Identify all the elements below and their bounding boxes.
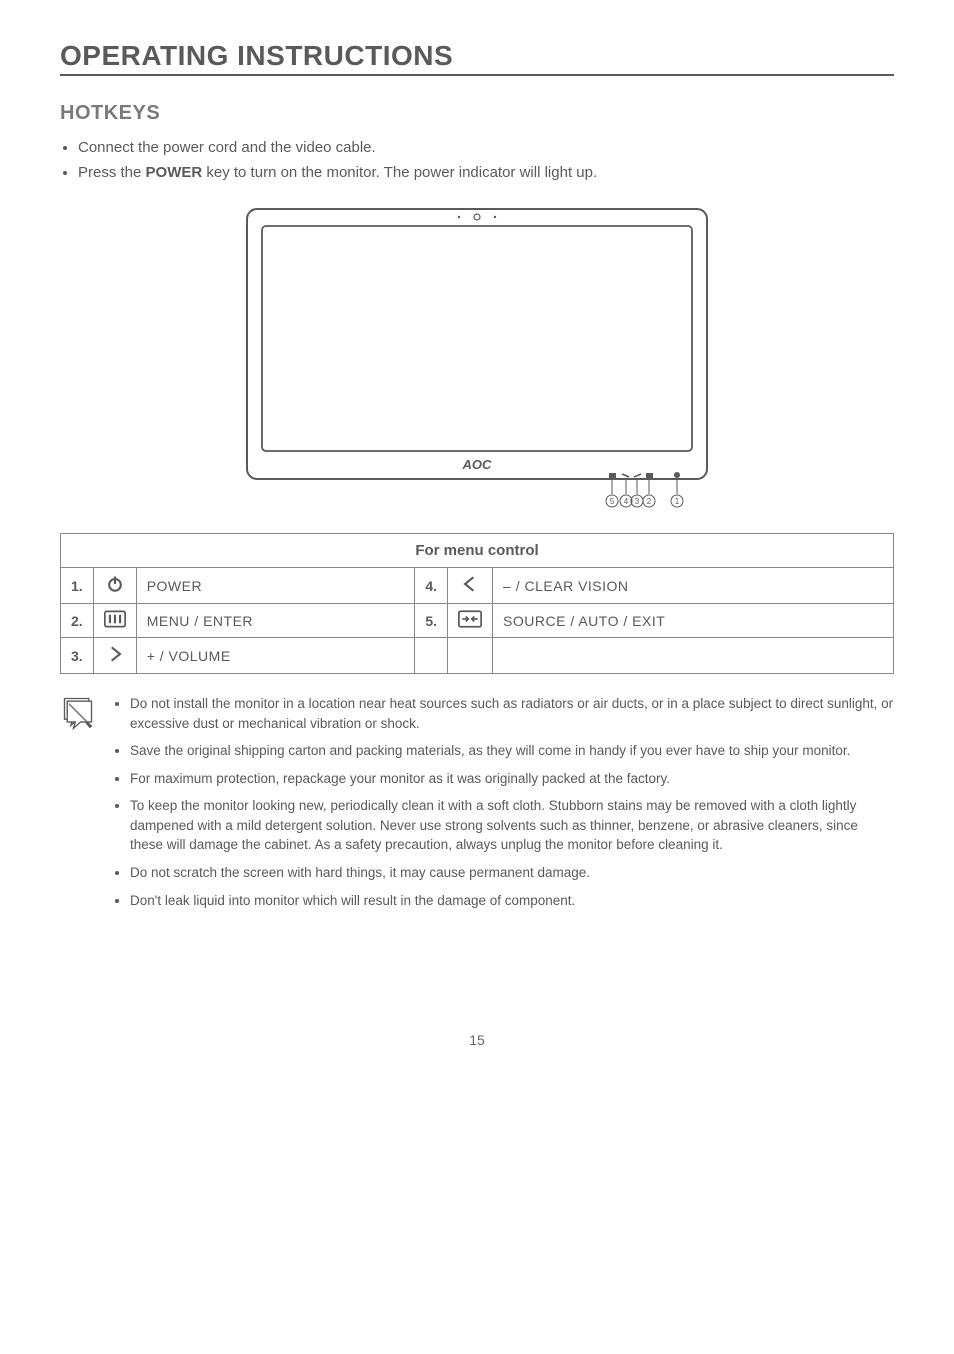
svg-text:3: 3 — [635, 497, 640, 506]
right-arrow-icon — [93, 638, 136, 674]
table-row: 3. + / VOLUME — [61, 638, 894, 674]
page-number: 15 — [60, 1032, 894, 1048]
section-title: HOTKEYS — [60, 102, 894, 125]
row-desc: – / CLEAR VISION — [493, 568, 894, 604]
row-num: 1. — [61, 568, 94, 604]
row-num: 3. — [61, 638, 94, 674]
intro-bullet: Connect the power cord and the video cab… — [78, 137, 894, 158]
note-item: Don't leak liquid into monitor which wil… — [130, 891, 894, 911]
row-desc: MENU / ENTER — [136, 604, 415, 638]
notes-list: Do not install the monitor in a location… — [130, 694, 894, 918]
svg-text:2: 2 — [647, 497, 652, 506]
notes-block: Do not install the monitor in a location… — [60, 694, 894, 932]
monitor-diagram: AOC 5 4 3 2 1 — [60, 201, 894, 511]
row-num: 5. — [415, 604, 448, 638]
bullet-text-before: Press the — [78, 164, 146, 181]
menu-icon — [93, 604, 136, 638]
table-header: For menu control — [61, 534, 894, 568]
menu-control-table: For menu control 1. POWER 4. – / CLEAR V… — [60, 533, 894, 674]
page-title: OPERATING INSTRUCTIONS — [60, 40, 894, 76]
source-icon — [448, 604, 493, 638]
note-item: Save the original shipping carton and pa… — [130, 741, 894, 761]
bullet-bold: POWER — [146, 164, 203, 181]
row-num: 2. — [61, 604, 94, 638]
row-desc: SOURCE / AUTO / EXIT — [493, 604, 894, 638]
row-num: 4. — [415, 568, 448, 604]
row-num — [415, 638, 448, 674]
row-desc — [493, 638, 894, 674]
svg-text:1: 1 — [675, 497, 680, 506]
svg-text:5: 5 — [610, 497, 615, 506]
row-desc: POWER — [136, 568, 415, 604]
row-desc: + / VOLUME — [136, 638, 415, 674]
note-icon — [60, 694, 98, 932]
bullet-text-after: key to turn on the monitor. The power in… — [202, 164, 597, 181]
svg-text:AOC: AOC — [462, 457, 493, 472]
note-item: For maximum protection, repackage your m… — [130, 769, 894, 789]
power-icon — [93, 568, 136, 604]
empty-icon — [448, 638, 493, 674]
note-item: To keep the monitor looking new, periodi… — [130, 796, 894, 855]
table-row: 2. MENU / ENTER 5. SOURCE / AUTO / EXIT — [61, 604, 894, 638]
table-row: 1. POWER 4. – / CLEAR VISION — [61, 568, 894, 604]
left-arrow-icon — [448, 568, 493, 604]
note-item: Do not scratch the screen with hard thin… — [130, 863, 894, 883]
bullet-text: Connect the power cord and the video cab… — [78, 139, 376, 156]
svg-text:4: 4 — [624, 497, 629, 506]
intro-bullet: Press the POWER key to turn on the monit… — [78, 162, 894, 183]
intro-list: Connect the power cord and the video cab… — [78, 137, 894, 183]
note-item: Do not install the monitor in a location… — [130, 694, 894, 733]
